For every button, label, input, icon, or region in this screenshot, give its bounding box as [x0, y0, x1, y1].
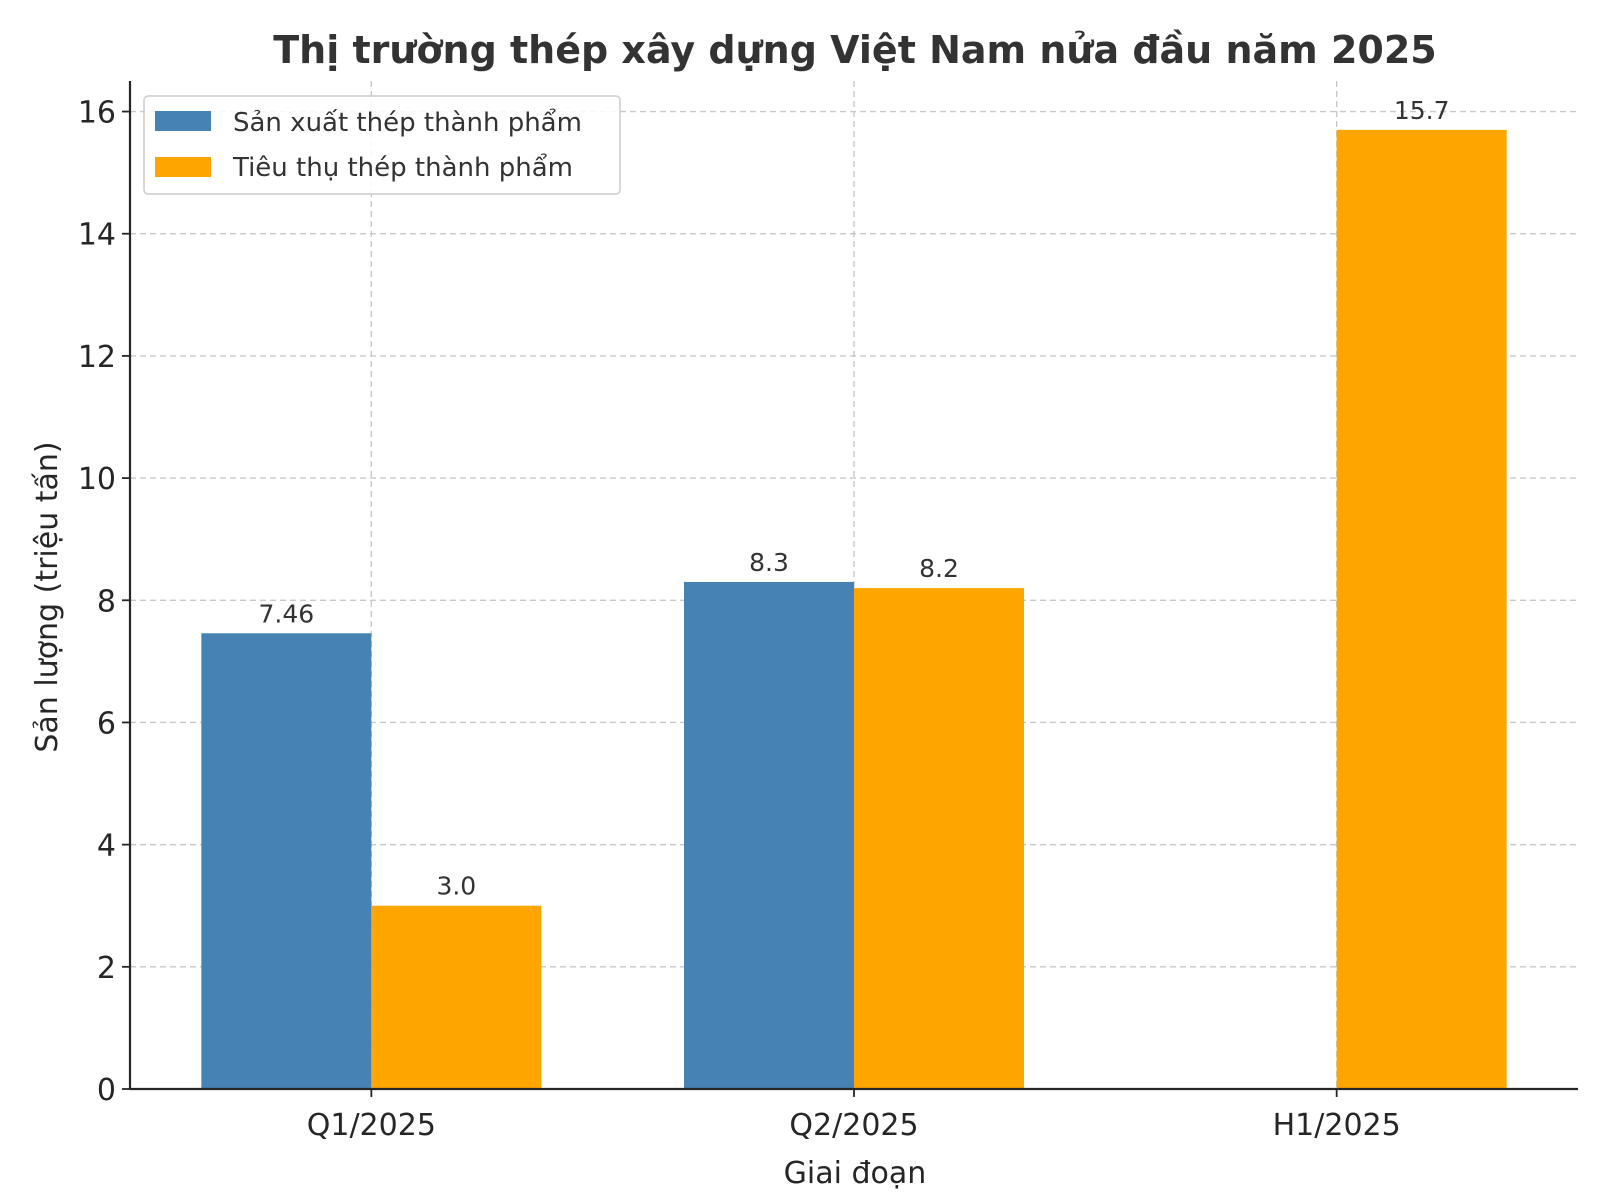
legend-swatch-consumption — [155, 157, 211, 177]
x-tick-label: Q2/2025 — [789, 1108, 918, 1143]
bar-consumption — [371, 905, 542, 1089]
x-tick-label: H1/2025 — [1273, 1108, 1401, 1143]
bar-value-label: 8.2 — [919, 554, 959, 583]
y-tick-label: 10 — [78, 462, 116, 497]
bar-consumption — [854, 588, 1024, 1089]
y-axis-label: Sản lượng (triệu tấn) — [30, 441, 65, 752]
legend-label-production: Sản xuất thép thành phẩm — [233, 107, 582, 138]
y-tick-label: 4 — [97, 829, 116, 864]
y-tick-label: 6 — [97, 706, 116, 741]
labels-layer: 0 2 4 6 8 10 12 14 16 Q1/2025 Q2/2025 H1/2025 7.46 8.… — [78, 96, 1450, 1143]
y-tick-label: 12 — [78, 340, 116, 375]
axes-layer — [122, 81, 1578, 1097]
x-axis-label: Giai đoạn — [784, 1156, 927, 1191]
bar-value-label: 8.3 — [749, 548, 789, 577]
y-tick-label: 0 — [97, 1073, 116, 1108]
bar-value-label: 15.7 — [1394, 96, 1450, 125]
legend-box — [143, 95, 621, 195]
bars-layer — [201, 129, 1507, 1089]
y-tick-label: 16 — [78, 96, 116, 131]
y-tick-label: 8 — [97, 584, 116, 619]
legend-label-consumption: Tiêu thụ thép thành phẩm — [232, 152, 573, 183]
bar-production — [684, 581, 854, 1089]
x-tick-label: Q1/2025 — [307, 1108, 436, 1143]
y-tick-label: 2 — [97, 951, 116, 986]
legend: Sản xuất thép thành phẩm Tiêu thụ thép t… — [143, 95, 621, 195]
bar-consumption — [1336, 129, 1507, 1089]
legend-swatch-production — [155, 111, 211, 131]
bar-production — [201, 633, 372, 1089]
chart-title: Thị trường thép xây dựng Việt Nam nửa đầ… — [273, 28, 1437, 72]
bar-value-label: 7.46 — [258, 599, 314, 628]
y-tick-label: 14 — [78, 218, 116, 253]
bar-value-label: 3.0 — [436, 872, 476, 901]
